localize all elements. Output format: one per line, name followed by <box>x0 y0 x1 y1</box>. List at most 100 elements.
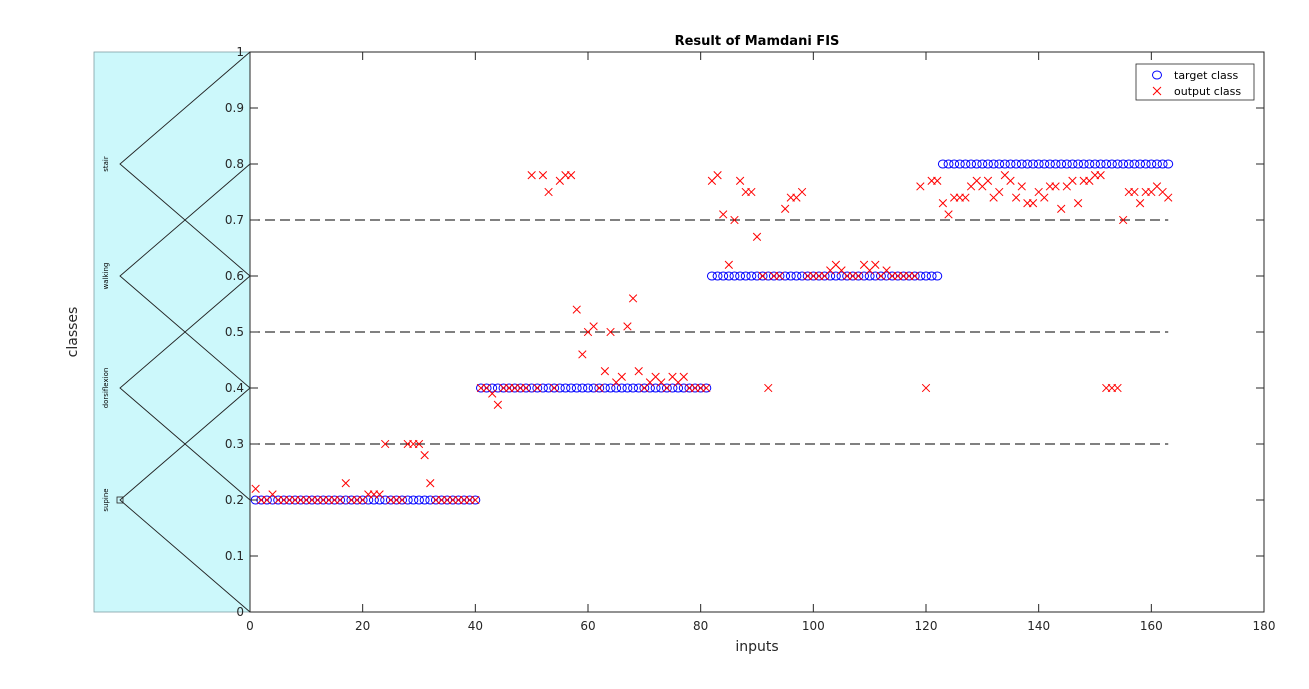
output-class-point <box>938 199 948 208</box>
output-class-point <box>921 383 931 393</box>
output-class-point <box>623 322 632 331</box>
target-class-point <box>273 495 284 505</box>
target-class-point <box>1112 159 1123 169</box>
target-class-point <box>470 495 481 505</box>
target-class-point <box>1146 159 1157 169</box>
target-class-point <box>644 383 655 393</box>
target-class-point <box>797 271 808 281</box>
target-class-point <box>599 383 610 393</box>
output-class-point <box>397 495 407 505</box>
target-class-point <box>267 495 278 505</box>
target-class-point <box>560 383 571 393</box>
target-class-point <box>290 495 301 505</box>
output-class-point <box>578 350 587 359</box>
y-tick-label: 0.6 <box>225 269 244 283</box>
target-class-point <box>639 383 650 393</box>
output-class-point <box>606 327 615 337</box>
output-class-point <box>871 260 880 269</box>
output-class-point <box>381 439 390 449</box>
target-class-point <box>1073 159 1084 169</box>
target-class-point <box>853 271 864 281</box>
target-class-point <box>1163 159 1174 169</box>
target-class-point <box>802 271 813 281</box>
y-tick-label: 0 <box>236 605 244 619</box>
target-class-point <box>780 271 791 281</box>
target-class-point <box>988 159 999 169</box>
target-class-point <box>352 495 363 505</box>
target-class-point <box>1022 159 1033 169</box>
output-class-point <box>1119 215 1128 225</box>
target-class-point <box>391 495 402 505</box>
target-class-point <box>1095 159 1106 169</box>
membership-function-panel: stair walking dorsiflexion supine <box>93 51 251 613</box>
membership-panel-background <box>93 51 251 613</box>
target-class-point <box>729 271 740 281</box>
target-class-point <box>847 271 858 281</box>
output-class-point <box>566 171 576 180</box>
legend-x-marker <box>1152 86 1162 96</box>
target-class-point <box>1151 159 1162 169</box>
target-class-point <box>498 383 509 393</box>
target-class-point <box>887 271 898 281</box>
target-class-point <box>261 495 272 505</box>
target-class-point <box>583 383 593 393</box>
output-class-point <box>1135 199 1145 208</box>
output-class-point <box>1011 193 1021 202</box>
target-class-point <box>577 383 588 393</box>
target-class-point <box>774 271 785 281</box>
output-class-point <box>797 187 807 197</box>
output-class-point <box>1113 383 1122 393</box>
output-class-point <box>758 271 767 281</box>
membership-triangle <box>119 51 251 277</box>
target-class-point <box>735 271 746 281</box>
target-class-point <box>549 383 560 393</box>
target-class-point <box>628 383 639 393</box>
target-class-point <box>380 495 391 505</box>
output-class-point <box>747 187 756 197</box>
target-class-point <box>312 495 323 505</box>
axis-ticks: 0 20 40 60 80 100 120 140 160 180 0 0.1 0.2 0.3 0.4 0.5… <box>225 45 1276 633</box>
target-class-point <box>842 271 853 281</box>
target-class-point <box>954 159 965 169</box>
target-class-point <box>921 271 931 281</box>
target-class-point <box>881 271 892 281</box>
target-class-point <box>532 383 543 393</box>
target-class-point <box>1039 159 1050 169</box>
target-class-point <box>904 271 915 281</box>
output-class-point <box>426 479 435 488</box>
output-class-point <box>544 187 553 197</box>
target-class-point <box>859 271 870 281</box>
target-class-point <box>605 383 616 393</box>
target-class-point <box>1118 159 1129 169</box>
target-class-point <box>673 383 684 393</box>
x-tick-label: 40 <box>468 619 483 633</box>
target-class-point <box>543 383 554 393</box>
target-class-point <box>295 495 306 505</box>
target-class-point <box>915 271 926 281</box>
target-class-point <box>447 495 458 505</box>
target-class-point <box>949 159 960 169</box>
target-class-point <box>864 271 875 281</box>
output-class-point <box>1130 187 1139 197</box>
output-class-point <box>910 271 919 281</box>
y-tick-label: 0.8 <box>225 157 244 171</box>
target-class-point <box>825 271 836 281</box>
output-class-point <box>730 215 739 225</box>
target-class-point <box>836 271 847 281</box>
membership-triangle <box>119 163 251 389</box>
target-class-point <box>1028 159 1039 169</box>
target-class-point <box>1016 159 1027 169</box>
output-class-point <box>724 260 733 269</box>
output-class-point <box>617 372 626 381</box>
x-tick-label: 160 <box>1140 619 1163 633</box>
target-class-point <box>690 383 701 393</box>
target-class-point <box>397 495 408 505</box>
y-tick-label: 0.1 <box>225 549 244 563</box>
legend-output-label: output class <box>1174 85 1241 98</box>
target-class-point <box>695 383 706 393</box>
target-class-point <box>723 271 734 281</box>
target-class-point <box>1140 159 1151 169</box>
threshold-lines <box>250 219 1169 445</box>
target-class-point <box>284 495 295 505</box>
output-class-point <box>1068 176 1077 185</box>
